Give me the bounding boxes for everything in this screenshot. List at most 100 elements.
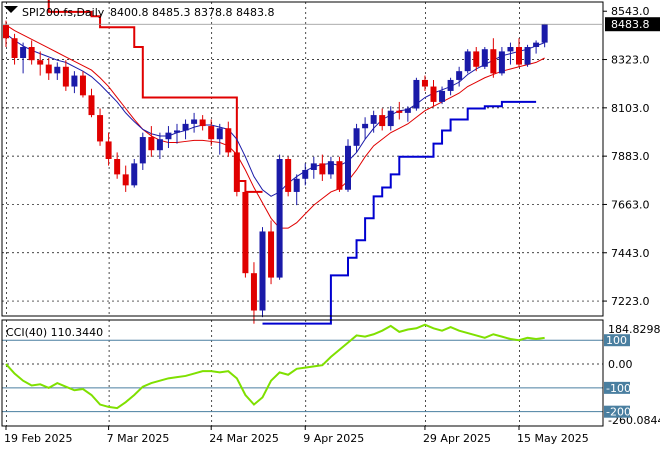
cci-grid <box>2 320 603 426</box>
y-tick-label: 7443.0 <box>611 247 650 260</box>
candle-body <box>319 163 326 175</box>
candle-body <box>464 51 471 72</box>
candle-body <box>404 108 411 113</box>
candle-body <box>498 51 505 74</box>
candle-body <box>88 95 95 116</box>
candle-body <box>473 51 480 67</box>
candle-body <box>191 119 198 124</box>
ma-fast-line <box>5 33 545 197</box>
candle-body <box>122 174 129 186</box>
candle-body <box>165 132 172 140</box>
stop-upper-line <box>47 0 263 193</box>
x-tick-label: 9 Apr 2025 <box>303 432 364 445</box>
cci-level-badge <box>604 405 630 418</box>
candle-body <box>421 79 428 87</box>
candle-body <box>310 163 317 170</box>
candle-body <box>216 128 223 140</box>
candle-body <box>379 115 386 127</box>
candle-body <box>242 191 249 274</box>
last-price-box <box>605 17 660 32</box>
stop-lower-line <box>262 100 537 325</box>
y-tick-label: 8323.0 <box>611 54 650 67</box>
y-tick-label: 7883.0 <box>611 150 650 163</box>
chart-labels: SPI200.fs,Daily 8400.8 8485.3 8378.8 848… <box>6 6 274 339</box>
candle-body <box>182 123 189 131</box>
last-price-label: 8483.8 <box>611 18 650 31</box>
cci-panel-frame <box>1 319 604 427</box>
cci-level-badge <box>604 381 630 394</box>
cci-level-badge <box>604 334 630 347</box>
x-tick-label: 24 Mar 2025 <box>209 432 279 445</box>
candle-body <box>114 159 121 175</box>
price-grid <box>2 2 603 316</box>
candle-body <box>156 139 163 151</box>
cci-level-label: -100 <box>606 382 631 395</box>
candle-body <box>79 75 86 96</box>
candle-body <box>516 47 522 65</box>
candle-body <box>430 86 437 102</box>
candle-body <box>524 47 531 65</box>
candle-body <box>3 25 9 39</box>
candle-body <box>456 71 463 80</box>
price-series <box>3 0 548 325</box>
cci-level-label: 0.00 <box>608 358 633 371</box>
candle-body <box>62 66 69 87</box>
x-tick-label: 19 Feb 2025 <box>4 432 72 445</box>
candle-body <box>327 161 334 175</box>
candle-body <box>396 110 403 113</box>
candle-body <box>259 231 266 311</box>
candle-body <box>268 231 275 278</box>
candle-body <box>199 119 206 127</box>
candle-body <box>439 90 446 102</box>
candle-body <box>97 115 104 142</box>
candle-body <box>148 137 155 151</box>
cci-title: CCI(40) 110.3440 <box>6 326 103 339</box>
candle-body <box>413 79 420 109</box>
candle-body <box>233 152 240 192</box>
candle-body <box>131 163 138 186</box>
candle-body <box>533 42 540 48</box>
symbol-label: SPI200.fs,Daily <box>22 6 105 19</box>
candle-body <box>28 47 35 61</box>
candle-body <box>250 273 257 311</box>
shift-marker-icon <box>4 6 18 13</box>
candle-body <box>336 161 343 190</box>
candle-body <box>276 159 283 278</box>
cci-level-label: 100 <box>606 334 627 347</box>
candle-body <box>20 47 27 58</box>
candle-body <box>447 79 454 91</box>
candle-body <box>45 64 52 74</box>
candle-body <box>174 130 180 133</box>
candle-body <box>293 178 300 192</box>
candle-body <box>541 24 548 43</box>
candle-body <box>11 38 18 58</box>
candle-body <box>285 159 292 192</box>
candle-body <box>139 137 146 164</box>
candle-body <box>208 126 215 140</box>
candle-body <box>353 128 360 146</box>
candle-body <box>481 49 488 67</box>
candle-body <box>507 47 514 52</box>
candle-body <box>490 49 497 74</box>
ma-slow-line <box>5 24 545 229</box>
x-tick-label: 29 Apr 2025 <box>423 432 491 445</box>
candle-body <box>370 115 377 124</box>
y-tick-label: 7663.0 <box>611 198 650 211</box>
candle-body <box>225 128 232 153</box>
cci-level-label: -200 <box>606 406 631 419</box>
y-tick-label: 8543.0 <box>611 5 650 18</box>
candle-body <box>302 169 309 179</box>
y-tick-label: 7223.0 <box>611 295 650 308</box>
price-panel-frame <box>1 1 604 317</box>
candle-body <box>54 66 61 74</box>
cci-series <box>5 323 545 410</box>
cci-line <box>5 323 545 410</box>
y-tick-label: 8103.0 <box>611 102 650 115</box>
candle-body <box>362 123 369 129</box>
candle-body <box>105 141 112 159</box>
ohlc-readout: 8400.8 8485.3 8378.8 8483.8 <box>110 6 274 19</box>
candle-body <box>345 145 351 190</box>
axes: 8543.0 8323.0 8103.0 7883.0 7663.0 7443.0 7223… <box>1 1 660 445</box>
